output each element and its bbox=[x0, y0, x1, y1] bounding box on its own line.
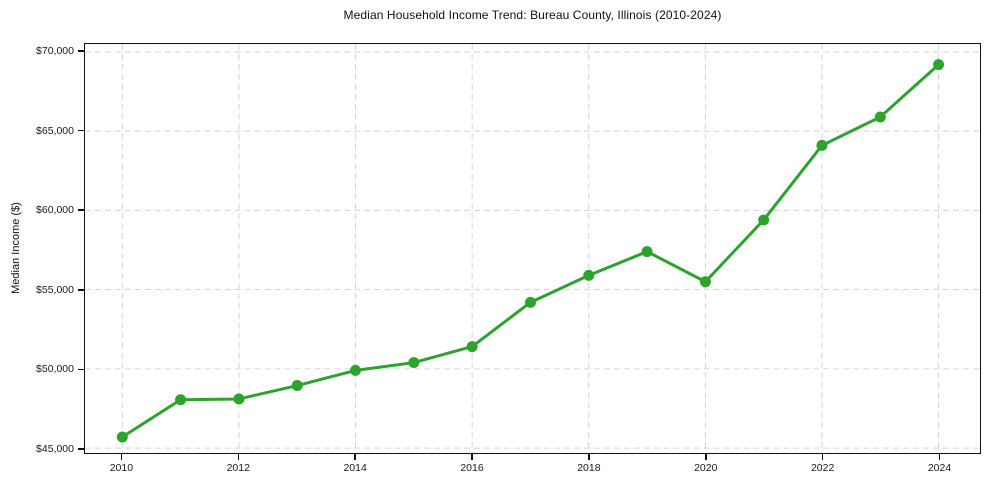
x-tick-mark bbox=[821, 454, 824, 460]
x-tick-mark bbox=[705, 454, 707, 460]
series-line bbox=[120, 63, 941, 439]
x-tick-label: 2022 bbox=[810, 462, 835, 474]
data-point-marker bbox=[350, 364, 361, 376]
y-tick-mark bbox=[78, 209, 84, 211]
data-point-marker bbox=[233, 393, 245, 405]
data-point-marker bbox=[816, 139, 828, 151]
y-tick-label: $50,000 bbox=[36, 363, 74, 376]
y-tick-mark bbox=[78, 289, 84, 291]
data-point-marker bbox=[583, 269, 595, 281]
data-point-marker bbox=[641, 246, 653, 258]
data-point-marker bbox=[874, 111, 886, 123]
x-tick-mark bbox=[588, 454, 590, 460]
data-point-marker bbox=[758, 214, 770, 226]
y-tick-mark bbox=[78, 50, 84, 52]
x-tick-mark bbox=[471, 454, 473, 460]
x-tick-label: 2018 bbox=[577, 462, 601, 474]
y-tick-mark bbox=[78, 368, 84, 371]
data-point-marker bbox=[525, 296, 536, 308]
y-tick-label: $45,000 bbox=[36, 443, 74, 456]
data-point-marker bbox=[933, 59, 945, 71]
x-tick-label: 2020 bbox=[694, 462, 718, 474]
x-tick-mark bbox=[120, 454, 123, 460]
x-tick-mark bbox=[237, 454, 240, 460]
y-tick-label: $60,000 bbox=[36, 204, 74, 217]
y-tick-label: $70,000 bbox=[36, 44, 74, 57]
data-point-marker bbox=[466, 341, 478, 353]
x-tick-label: 2024 bbox=[927, 462, 952, 474]
chart-canvas bbox=[85, 44, 980, 453]
plot-area bbox=[84, 43, 981, 454]
x-tick-label: 2010 bbox=[109, 462, 134, 474]
x-tick-label: 2016 bbox=[460, 462, 484, 474]
y-tick-label: $55,000 bbox=[36, 283, 74, 296]
data-point-marker bbox=[116, 431, 128, 443]
data-point-marker bbox=[175, 394, 187, 406]
x-tick-label: 2012 bbox=[226, 462, 250, 474]
y-tick-mark bbox=[78, 129, 84, 132]
x-tick-mark bbox=[354, 454, 356, 460]
y-tick-mark bbox=[78, 448, 84, 450]
data-point-marker bbox=[291, 380, 303, 392]
y-tick-label: $65,000 bbox=[36, 124, 74, 137]
x-tick-mark bbox=[938, 454, 941, 460]
x-tick-label: 2014 bbox=[343, 462, 367, 474]
data-point-marker bbox=[408, 357, 420, 369]
data-point-marker bbox=[699, 276, 711, 288]
chart-title: Median Household Income Trend: Bureau Co… bbox=[343, 8, 722, 22]
